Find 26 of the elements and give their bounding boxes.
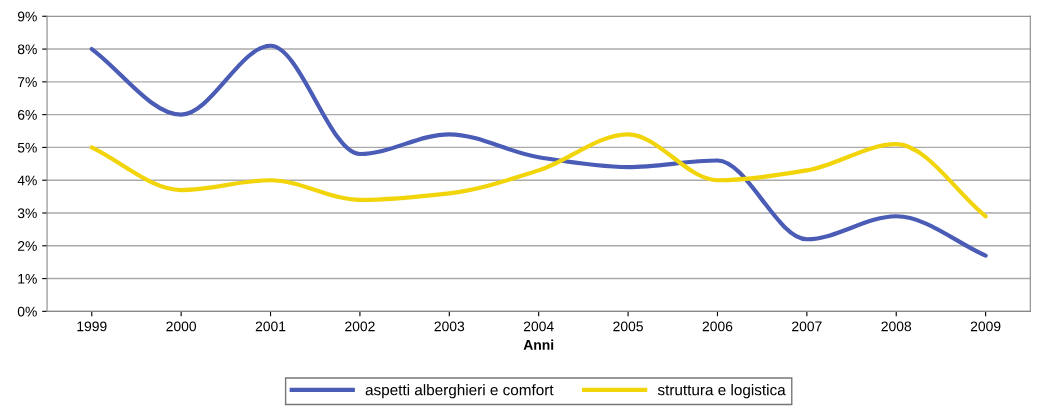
legend-label: aspetti alberghieri e comfort (365, 384, 554, 399)
y-tick-label: 4% (17, 175, 37, 186)
x-tick-label: 2004 (523, 321, 554, 332)
y-tick-label: 7% (17, 77, 37, 87)
y-tick-label: 9% (17, 11, 37, 22)
line-series (89, 132, 988, 219)
x-tick-label: 2006 (702, 321, 733, 332)
x-tick-label: 2009 (970, 321, 1001, 332)
x-tick-label: 2002 (345, 321, 375, 332)
y-tick-label: 6% (17, 109, 37, 120)
legend-label: struttura e logistica (657, 384, 786, 399)
y-tick-label: 1% (18, 273, 37, 284)
x-tick-label: 2005 (613, 321, 643, 332)
y-tick-label: 3% (17, 208, 37, 219)
x-axis-title: Anni (523, 339, 554, 350)
y-tick-label: 0% (17, 306, 37, 317)
y-tick-label: 2% (17, 241, 37, 251)
y-tick-label: 8% (17, 44, 37, 55)
x-tick-label: 2000 (166, 321, 197, 332)
line-series (89, 43, 988, 258)
x-tick-label: 2007 (792, 321, 822, 332)
x-tick-label: 2008 (881, 321, 912, 332)
x-tick-label: 2001 (255, 321, 286, 332)
y-tick-label: 5% (17, 142, 37, 153)
x-tick-label: 1999 (77, 321, 107, 332)
x-tick-label: 2003 (434, 321, 465, 332)
